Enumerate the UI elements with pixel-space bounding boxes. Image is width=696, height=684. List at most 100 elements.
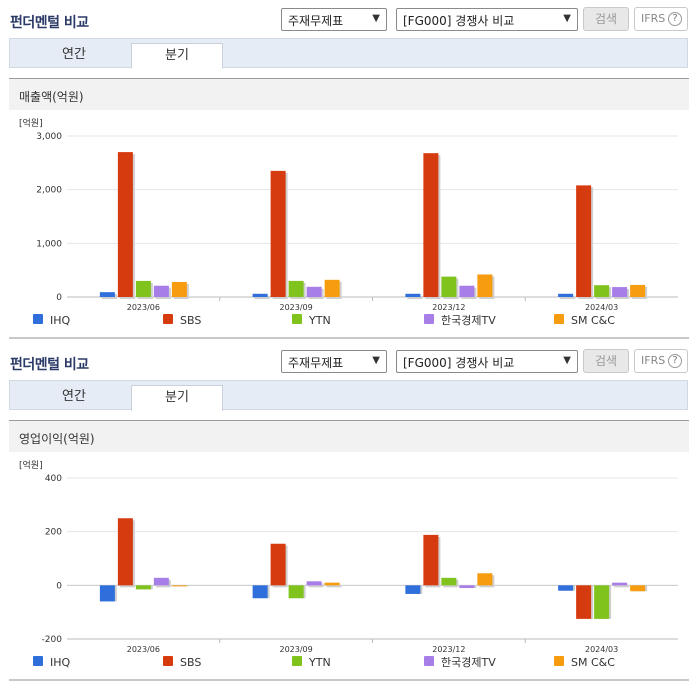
y-unit-label: [억원] <box>19 117 43 129</box>
legend-swatch <box>554 656 564 666</box>
bar-shadow <box>560 295 576 299</box>
x-tick-label: 2024/03 <box>585 303 618 312</box>
legend-label: SM C&C <box>571 656 615 669</box>
legend-label: 한국경제TV <box>441 656 496 669</box>
bar-1 <box>270 543 286 586</box>
y-tick-label: 0 <box>56 293 62 303</box>
legend-swatch <box>33 314 43 324</box>
bar-3 <box>459 585 475 589</box>
ifrs-label: IFRS <box>641 354 666 367</box>
bar-0 <box>405 585 421 594</box>
statement-type-select[interactable]: 주재무제표 ▼ <box>281 8 387 31</box>
comparison-group-select[interactable]: [FG000] 경쟁사 비교 ▼ <box>396 350 578 373</box>
bar-0 <box>99 292 115 297</box>
legend-swatch <box>163 656 173 666</box>
bar-4 <box>324 279 340 297</box>
chevron-down-icon: ▼ <box>372 355 380 366</box>
bar-2 <box>288 585 304 599</box>
legend-label: 한국경제TV <box>441 314 496 327</box>
x-tick-label: 2023/06 <box>127 645 160 654</box>
x-tick-label: 2023/09 <box>280 303 313 312</box>
bar-0 <box>252 293 268 297</box>
legend-swatch <box>292 314 302 324</box>
bar-1 <box>576 185 592 297</box>
bar-1 <box>117 152 133 297</box>
ifrs-label: IFRS <box>641 12 666 25</box>
chevron-down-icon: ▼ <box>372 13 380 24</box>
legend-label: SBS <box>180 656 201 669</box>
fundamental-comparison-section-operating-profit: 펀더멘털 비교 주재무제표 ▼ [FG000] 경쟁사 비교 ▼ 검색 IFRS… <box>0 342 696 684</box>
y-tick-label: 3,000 <box>36 132 62 142</box>
bar-4 <box>171 281 187 297</box>
bar-2 <box>594 585 610 619</box>
statement-type-value: 주재무제표 <box>288 14 344 28</box>
chart-panel-header: 영업이익(억원) <box>9 420 689 452</box>
ifrs-button[interactable]: IFRS ? <box>634 7 688 31</box>
bar-4 <box>630 284 646 297</box>
section-title: 펀더멘털 비교 <box>10 357 89 373</box>
bar-3 <box>306 581 322 586</box>
help-icon[interactable]: ? <box>668 12 682 26</box>
x-tick-label: 2023/06 <box>127 303 160 312</box>
bar-4 <box>477 274 493 297</box>
bar-0 <box>558 293 574 297</box>
bar-3 <box>612 582 628 586</box>
chevron-down-icon: ▼ <box>563 355 571 366</box>
bar-4 <box>630 585 646 592</box>
legend-swatch <box>292 656 302 666</box>
tab-annual[interactable]: 연간 <box>62 47 86 62</box>
section-divider <box>9 337 689 339</box>
comparison-group-value: [FG000] 경쟁사 비교 <box>403 14 515 28</box>
bar-3 <box>306 286 322 297</box>
chevron-down-icon: ▼ <box>563 13 571 24</box>
y-unit-label: [억원] <box>19 459 43 471</box>
bar-1 <box>117 518 133 586</box>
operating-profit-bar-chart: [억원] -200 0 200 400 2023/06 2023/09 2023/12 2024… <box>19 459 678 669</box>
help-icon[interactable]: ? <box>668 354 682 368</box>
period-tabbar: 연간 분기 <box>9 38 688 69</box>
bar-shadow <box>407 295 423 299</box>
bar-0 <box>252 585 268 599</box>
legend-swatch <box>163 314 173 324</box>
bar-3 <box>612 287 628 297</box>
bar-4 <box>477 573 493 586</box>
chart-panel-title: 매출액(억원) <box>19 90 84 104</box>
comparison-group-value: [FG000] 경쟁사 비교 <box>403 356 515 370</box>
bar-2 <box>441 577 457 586</box>
bar-1 <box>576 585 592 619</box>
bar-2 <box>288 280 304 297</box>
period-tabbar: 연간 분기 <box>9 380 688 411</box>
y-tick-label: 1,000 <box>36 239 62 249</box>
bar-shadow <box>614 584 630 588</box>
ifrs-button[interactable]: IFRS ? <box>634 349 688 373</box>
chart-panel-header: 매출액(억원) <box>9 78 689 110</box>
bar-shadow <box>326 584 342 588</box>
bar-1 <box>423 153 439 297</box>
statement-type-select[interactable]: 주재무제표 ▼ <box>281 350 387 373</box>
bar-0 <box>99 585 115 602</box>
legend-swatch <box>424 314 434 324</box>
tab-quarterly[interactable]: 분기 <box>131 385 223 411</box>
bar-4 <box>171 585 187 587</box>
bar-3 <box>459 285 475 297</box>
tab-annual[interactable]: 연간 <box>62 389 86 404</box>
legend-label: IHQ <box>50 314 71 327</box>
fundamental-comparison-section-revenue: 펀더멘털 비교 주재무제표 ▼ [FG000] 경쟁사 비교 ▼ 검색 IFRS… <box>0 0 696 339</box>
bar-3 <box>153 285 169 297</box>
y-tick-label: 200 <box>45 528 62 538</box>
comparison-group-select[interactable]: [FG000] 경쟁사 비교 ▼ <box>396 8 578 31</box>
legend-label: YTN <box>308 656 331 669</box>
legend-label: IHQ <box>50 656 71 669</box>
section-header: 펀더멘털 비교 주재무제표 ▼ [FG000] 경쟁사 비교 ▼ 검색 IFRS… <box>0 0 696 38</box>
tab-quarterly[interactable]: 분기 <box>131 43 223 69</box>
chart-panel-title: 영업이익(억원) <box>19 432 95 446</box>
search-button[interactable]: 검색 <box>583 7 629 31</box>
search-button[interactable]: 검색 <box>583 349 629 373</box>
bar-shadow <box>254 295 270 299</box>
x-tick-label: 2024/03 <box>585 645 618 654</box>
section-title: 펀더멘털 비교 <box>10 15 89 31</box>
bar-2 <box>135 280 151 297</box>
bar-2 <box>135 585 151 590</box>
x-tick-label: 2023/12 <box>432 303 465 312</box>
bar-1 <box>270 170 286 297</box>
